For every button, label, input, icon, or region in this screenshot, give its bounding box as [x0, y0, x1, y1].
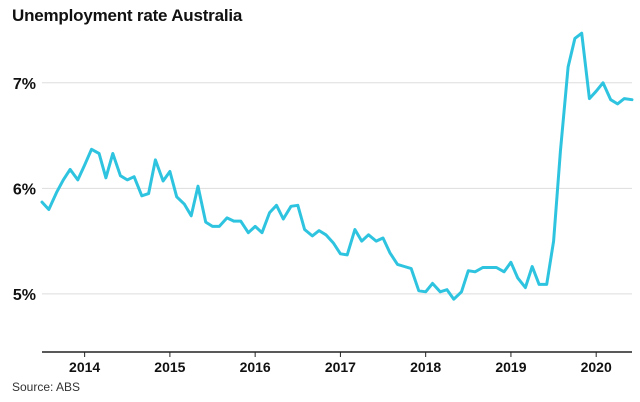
x-tick-label: 2017	[325, 359, 356, 375]
y-tick-label: 5%	[13, 287, 36, 304]
y-tick-label: 7%	[13, 76, 36, 93]
x-tick-label: 2018	[410, 359, 441, 375]
chart-title: Unemployment rate Australia	[12, 6, 243, 25]
y-axis-ticks: 7% 6% 5%	[13, 76, 36, 304]
gridlines	[42, 82, 632, 295]
y-tick-label: 6%	[13, 181, 36, 198]
unemployment-rate-line	[40, 31, 634, 301]
x-tick-label: 2019	[495, 359, 526, 375]
x-tick-label: 2015	[154, 359, 185, 375]
x-axis-ticks: 2014 2015 2016 2017 2018 2019 2020	[69, 352, 612, 375]
x-tick-label: 2020	[581, 359, 612, 375]
x-tick-label: 2014	[69, 359, 100, 375]
x-tick-label: 2016	[240, 359, 271, 375]
chart-source: Source: ABS	[12, 380, 81, 394]
